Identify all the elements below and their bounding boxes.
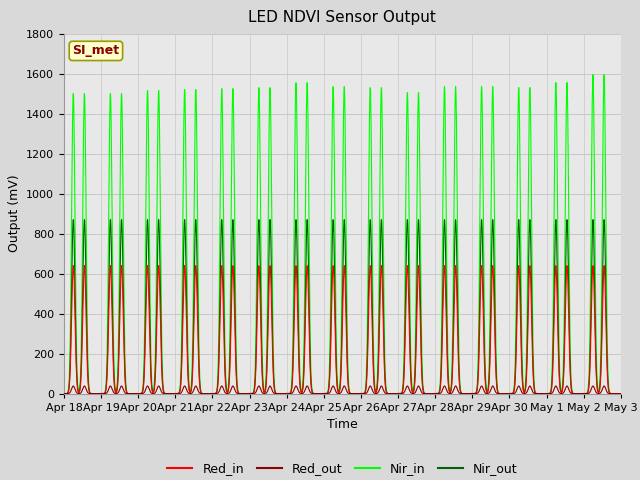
Title: LED NDVI Sensor Output: LED NDVI Sensor Output: [248, 11, 436, 25]
X-axis label: Time: Time: [327, 418, 358, 431]
Legend: Red_in, Red_out, Nir_in, Nir_out: Red_in, Red_out, Nir_in, Nir_out: [163, 457, 522, 480]
Text: SI_met: SI_met: [72, 44, 120, 58]
Y-axis label: Output (mV): Output (mV): [8, 175, 20, 252]
